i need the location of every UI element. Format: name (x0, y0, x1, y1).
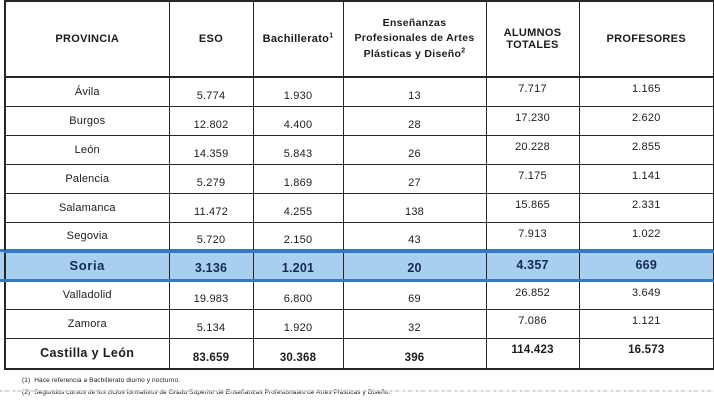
province-name: Segovia (4, 221, 170, 252)
province-name: Salamanca (4, 192, 170, 223)
column-header-provincia: PROVINCIA (4, 0, 170, 78)
profesores-value: 2.620 (578, 105, 714, 136)
bachillerato-value: 1.869 (252, 163, 344, 194)
eso-value: 12.802 (168, 105, 254, 136)
eso-total: 83.659 (168, 337, 254, 370)
bachillerato-value: 6.800 (252, 279, 344, 310)
table-row: León 14.359 5.843 26 20.228 2.855 (4, 134, 714, 165)
table-row: Salamanca 11.472 4.255 138 15.865 2.331 (4, 192, 714, 223)
table-row: Segovia 5.720 2.150 43 7.913 1.022 (4, 221, 714, 252)
column-header-profesores: PROFESORES (578, 0, 714, 78)
footnote-1: (1) Hace referencia a Bachillerato diurno… (22, 377, 714, 384)
eso-value: 3.136 (168, 249, 254, 282)
footnote-1-text: Hace referencia a Bachillerato diurno y … (34, 377, 181, 384)
province-name: León (4, 134, 170, 165)
table-row: Valladolid 19.983 6.800 69 26.852 3.649 (4, 279, 714, 310)
alumnos-value: 7.913 (485, 221, 580, 252)
bachillerato-value: 1.201 (252, 249, 344, 282)
profesores-value: 2.331 (578, 192, 714, 223)
footnotes: (1) Hace referencia a Bachillerato diurno… (22, 377, 714, 396)
footnote-2-text: Segundos cursos de los ciclos formativos… (34, 389, 391, 396)
profesores-value: 2.855 (578, 134, 714, 165)
profesores-value: 1.121 (578, 308, 714, 339)
ensenanzas-value: 26 (342, 134, 487, 165)
table-row: Palencia 5.279 1.869 27 7.175 1.141 (4, 163, 714, 194)
profesores-value: 3.649 (578, 279, 714, 310)
province-name: Valladolid (4, 279, 170, 310)
eso-value: 5.774 (168, 76, 254, 107)
profesores-total: 16.573 (578, 337, 714, 370)
alumnos-value: 20.228 (485, 134, 580, 165)
bachillerato-total: 30.368 (252, 337, 344, 370)
column-header-bachillerato: Bachillerato1 (252, 0, 344, 78)
column-header-eso: ESO (168, 0, 254, 78)
profesores-value: 1.165 (578, 76, 714, 107)
bachillerato-value: 1.930 (252, 76, 344, 107)
ensenanzas-value: 43 (342, 221, 487, 252)
table-row: Burgos 12.802 4.400 28 17.230 2.620 (4, 105, 714, 136)
footnote-ref-1: 1 (329, 32, 334, 40)
footnote-1-marker: (1) (22, 377, 31, 384)
footnote-2: (2) Segundos cursos de los ciclos formati… (22, 389, 714, 396)
province-name: Soria (4, 249, 170, 282)
alumnos-value: 7.086 (485, 308, 580, 339)
eso-value: 5.279 (168, 163, 254, 194)
province-name: Zamora (4, 308, 170, 339)
ensenanzas-value: 20 (342, 249, 487, 282)
total-row-castilla-y-leon: Castilla y León 83.659 30.368 396 114.42… (4, 337, 714, 370)
table-row-highlighted-soria: Soria 3.136 1.201 20 4.357 669 (4, 249, 714, 282)
province-name: Palencia (4, 163, 170, 194)
profesores-value: 1.022 (578, 221, 714, 252)
footnote-ref-2: 2 (461, 47, 466, 55)
footnote-2-marker: (2) (22, 389, 31, 396)
ensenanzas-value: 138 (342, 192, 487, 223)
column-header-alumnos-totales: ALUMNOS TOTALES (485, 0, 580, 78)
table-row: Ávila 5.774 1.930 13 7.717 1.165 (4, 76, 714, 107)
column-header-ensenanzas: Enseñanzas Profesionales de Artes Plásti… (342, 0, 487, 78)
eso-value: 5.720 (168, 221, 254, 252)
profesores-value: 1.141 (578, 163, 714, 194)
ensenanzas-value: 13 (342, 76, 487, 107)
bachillerato-value: 5.843 (252, 134, 344, 165)
ensenanzas-value: 27 (342, 163, 487, 194)
table-row: Zamora 5.134 1.920 32 7.086 1.121 (4, 308, 714, 339)
province-name: Ávila (4, 76, 170, 107)
eso-value: 5.134 (168, 308, 254, 339)
bachillerato-value: 4.400 (252, 105, 344, 136)
region-total-name: Castilla y León (4, 337, 170, 370)
table-header: PROVINCIA ESO Bachillerato1 Enseñanzas P… (4, 0, 714, 78)
bachillerato-value: 1.920 (252, 308, 344, 339)
ensenanzas-value: 69 (342, 279, 487, 310)
bachillerato-value: 2.150 (252, 221, 344, 252)
eso-value: 19.983 (168, 279, 254, 310)
alumnos-value: 7.717 (485, 76, 580, 107)
alumnos-value: 7.175 (485, 163, 580, 194)
alumnos-value: 26.852 (485, 279, 580, 310)
alumnos-total: 114.423 (485, 337, 580, 370)
profesores-value: 669 (578, 249, 714, 282)
eso-value: 14.359 (168, 134, 254, 165)
ensenanzas-value: 28 (342, 105, 487, 136)
page-bottom-divider (0, 390, 714, 392)
alumnos-value: 17.230 (485, 105, 580, 136)
ensenanzas-value: 32 (342, 308, 487, 339)
ensenanzas-total: 396 (342, 337, 487, 370)
provinces-enrollment-table: PROVINCIA ESO Bachillerato1 Enseñanzas P… (4, 0, 714, 370)
alumnos-value: 4.357 (485, 249, 580, 282)
alumnos-value: 15.865 (485, 192, 580, 223)
eso-value: 11.472 (168, 192, 254, 223)
bachillerato-value: 4.255 (252, 192, 344, 223)
province-name: Burgos (4, 105, 170, 136)
